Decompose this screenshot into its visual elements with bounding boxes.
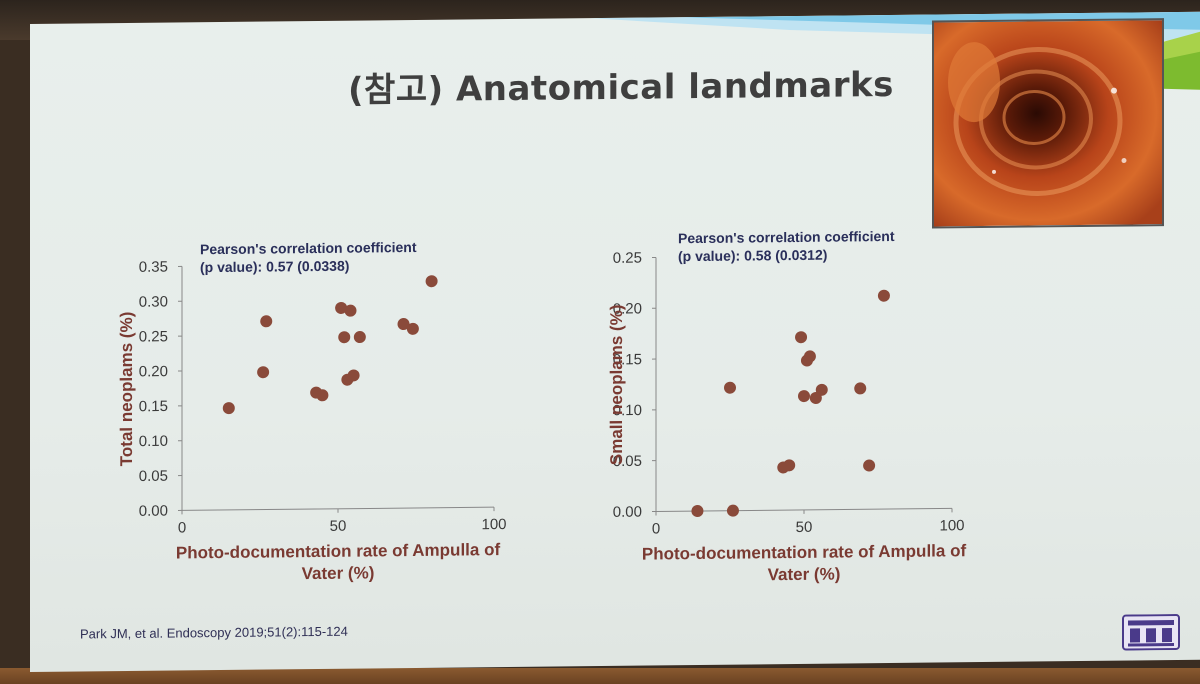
y-tick-label: 0.30 xyxy=(139,293,168,310)
y-tick-label: 0.20 xyxy=(613,300,642,317)
data-point xyxy=(222,402,235,415)
data-point xyxy=(803,350,816,363)
citation: Park JM, et al. Endoscopy 2019;51(2):115… xyxy=(80,623,348,642)
x-axis-label-line1: Photo-documentation rate of Ampulla of xyxy=(642,541,967,563)
data-point xyxy=(344,304,357,317)
data-point xyxy=(795,331,808,344)
x-tick-label: 50 xyxy=(330,518,347,535)
y-tick-label: 0.05 xyxy=(613,453,642,470)
data-point xyxy=(406,322,419,335)
y-axis-label: Total neoplams (%) xyxy=(117,312,136,467)
room-background-bottom xyxy=(0,668,1200,684)
chart-total-neoplasms: 0.00 0.05 0.10 0.15 0.20 0.25 0.30 0.35 0 50 100 Ph… xyxy=(80,229,520,599)
chart-small-neoplasms: 0.00 0.05 0.10 0.15 0.20 0.25 0 50 100 Photo-docu… xyxy=(570,224,1030,604)
correlation-annotation-line2: (p value): 0.58 (0.0312) xyxy=(678,247,827,265)
data-point xyxy=(726,504,739,517)
y-tick-label: 0.10 xyxy=(613,402,642,419)
y-tick-label: 0.35 xyxy=(139,259,168,276)
x-tick-label: 0 xyxy=(178,519,186,536)
endoscopy-photo xyxy=(932,18,1164,229)
x-axis-label-line1: Photo-documentation rate of Ampulla of xyxy=(176,540,501,562)
data-point xyxy=(691,505,704,518)
x-axis-label-line2: Vater (%) xyxy=(302,563,375,583)
y-tick-label: 0.15 xyxy=(613,351,642,368)
data-point xyxy=(798,390,810,403)
y-tick-label: 0.00 xyxy=(139,503,168,520)
data-point xyxy=(397,318,410,331)
x-tick-label: 50 xyxy=(796,519,813,536)
data-point xyxy=(257,366,270,379)
x-tick-label: 0 xyxy=(652,520,660,537)
data-point xyxy=(425,275,438,288)
x-tick-label: 100 xyxy=(481,516,506,533)
y-tick-label: 0.15 xyxy=(139,398,168,415)
correlation-annotation-line2: (p value): 0.57 (0.0338) xyxy=(200,258,349,276)
data-point xyxy=(724,381,736,394)
data-point xyxy=(783,459,796,472)
y-tick-label: 0.25 xyxy=(613,250,642,267)
slide-title: (참고) Anatomical landmarks xyxy=(348,64,894,111)
y-axis-label: Small neoplams (%) xyxy=(607,304,626,465)
chart-small-neoplasms-svg: 0.00 0.05 0.10 0.15 0.20 0.25 0 50 100 Photo-docu… xyxy=(607,228,967,585)
y-tick-label: 0.20 xyxy=(139,363,168,380)
y-tick-label: 0.10 xyxy=(139,433,168,450)
data-point xyxy=(353,331,366,344)
university-logo xyxy=(1122,613,1180,651)
y-tick-label: 0.05 xyxy=(139,468,168,485)
data-point xyxy=(260,315,273,328)
chart-total-neoplasms-svg: 0.00 0.05 0.10 0.15 0.20 0.25 0.30 0.35 0 50 100 Ph… xyxy=(117,239,507,583)
data-point xyxy=(815,383,828,396)
data-point xyxy=(863,459,876,472)
correlation-annotation-line1: Pearson's correlation coefficient xyxy=(678,228,895,246)
x-tick-label: 100 xyxy=(939,517,964,534)
data-point xyxy=(347,369,360,382)
data-point xyxy=(877,289,890,302)
data-point xyxy=(338,331,351,344)
presentation-slide: (참고) Anatomical landmarks 0.00 0. xyxy=(30,11,1200,673)
y-tick-label: 0.00 xyxy=(613,504,642,521)
data-point xyxy=(854,382,867,395)
data-point xyxy=(335,301,348,314)
data-point xyxy=(316,389,329,402)
y-tick-label: 0.25 xyxy=(139,328,168,345)
x-axis-label-line2: Vater (%) xyxy=(768,565,841,585)
correlation-annotation-line1: Pearson's correlation coefficient xyxy=(200,239,417,257)
